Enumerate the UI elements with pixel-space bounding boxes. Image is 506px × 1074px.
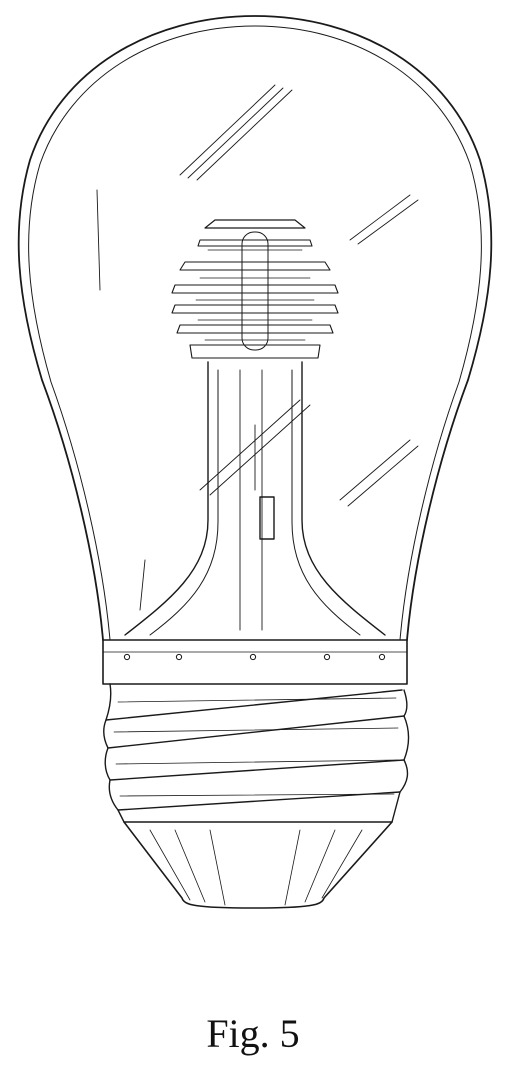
base-collar [103,640,407,684]
glass-envelope-outline [19,16,492,640]
base-contact-cap [124,822,392,908]
glass-reflection-marks [97,85,418,610]
collar-rivets [124,654,384,659]
filament-cluster [172,220,338,358]
screw-threads [104,684,409,822]
contact-cap-facets [150,830,362,905]
figure-caption: Fig. 5 [0,1010,506,1058]
stem-outer-left [125,362,208,635]
stem-outer-right [302,362,385,635]
light-bulb-drawing [0,0,506,960]
